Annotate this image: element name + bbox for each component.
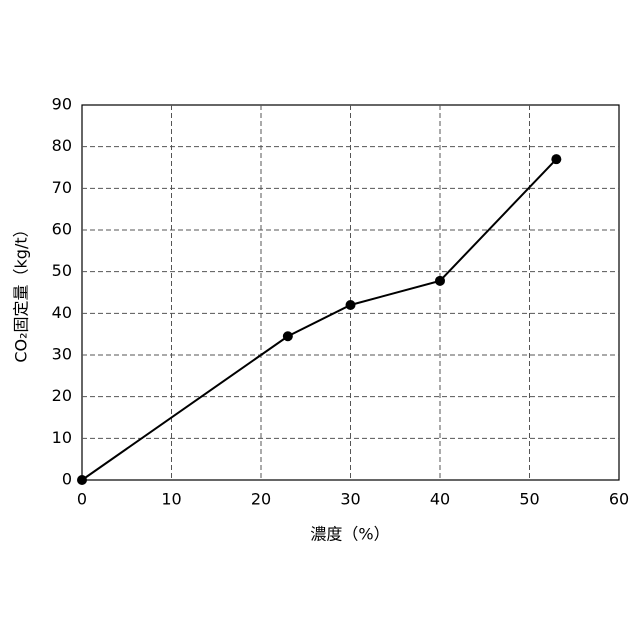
y-tick-label: 50 — [52, 261, 72, 280]
x-tick-label: 10 — [161, 490, 181, 509]
y-axis-label: CO₂固定量（kg/t） — [12, 221, 31, 362]
x-tick-label: 0 — [77, 490, 87, 509]
y-tick-label: 90 — [52, 95, 72, 114]
marker — [346, 300, 356, 310]
x-tick-label: 30 — [340, 490, 360, 509]
y-tick-label: 20 — [52, 386, 72, 405]
y-tick-label: 70 — [52, 178, 72, 197]
line — [82, 159, 556, 480]
x-tick-label: 20 — [251, 490, 271, 509]
y-tick-label: 60 — [52, 220, 72, 239]
y-tick-label: 0 — [62, 470, 72, 489]
y-tick-label: 10 — [52, 428, 72, 447]
marker — [283, 331, 293, 341]
y-tick-label: 80 — [52, 136, 72, 155]
x-axis-label: 濃度（%） — [310, 525, 389, 544]
x-tick-label: 40 — [430, 490, 450, 509]
marker — [435, 276, 445, 286]
y-tick-label: 40 — [52, 303, 72, 322]
marker — [551, 154, 561, 164]
x-tick-label: 50 — [519, 490, 539, 509]
chart: 濃度（%） CO₂固定量（kg/t） 0 10 20 30 40 50 60 70 80 90 0 1… — [0, 0, 640, 640]
x-tick-label: 60 — [609, 490, 629, 509]
y-tick-label: 30 — [52, 345, 72, 364]
marker — [77, 475, 87, 485]
